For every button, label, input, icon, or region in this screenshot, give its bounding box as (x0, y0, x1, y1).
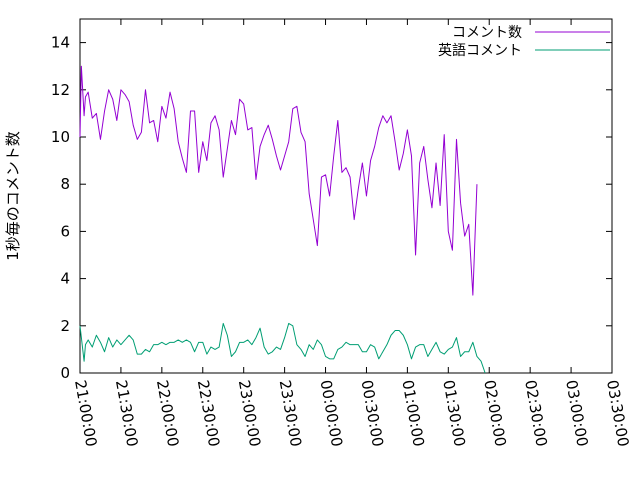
x-tick-label: 21:30:00 (112, 379, 141, 448)
x-tick-label: 01:30:00 (439, 379, 468, 448)
x-tick-label: 22:30:00 (194, 379, 223, 448)
y-tick-label: 14 (51, 34, 70, 52)
series-line-2 (79, 322, 486, 374)
x-axis: 21:00:00 21:30:00 22:00:00 22:30:00 23:00:00… (71, 19, 632, 448)
x-tick-label: 01:00:00 (398, 379, 427, 448)
x-tick-label: 02:30:00 (521, 379, 550, 448)
series-layer (79, 65, 486, 374)
series-line-1 (79, 65, 478, 296)
y-tick-label: 2 (60, 317, 70, 335)
legend-label-2: 英語コメント (438, 42, 522, 59)
y-tick-label: 6 (60, 222, 70, 240)
x-tick-label: 23:00:00 (235, 379, 264, 448)
x-tick-label: 02:00:00 (480, 379, 509, 448)
y-tick-label: 12 (51, 81, 70, 99)
y-tick-label: 8 (60, 175, 70, 193)
x-tick-label: 03:00:00 (562, 379, 591, 448)
y-tick-label: 10 (51, 128, 70, 146)
x-tick-label: 23:30:00 (276, 379, 305, 448)
x-tick-label: 00:30:00 (358, 379, 387, 448)
y-axis: 0 2 4 6 8 10 12 14 (51, 34, 612, 382)
x-tick-label: 22:00:00 (153, 379, 182, 448)
y-tick-label: 0 (60, 364, 70, 382)
x-tick-label: 21:00:00 (71, 379, 100, 448)
y-axis-label: 1秒毎のコメント数 (4, 131, 22, 261)
x-tick-label: 03:30:00 (603, 379, 632, 448)
legend-label-1: コメント数 (452, 25, 522, 41)
plot-frame (79, 18, 613, 374)
x-tick-label: 00:00:00 (317, 379, 346, 448)
y-tick-label: 4 (60, 270, 70, 288)
